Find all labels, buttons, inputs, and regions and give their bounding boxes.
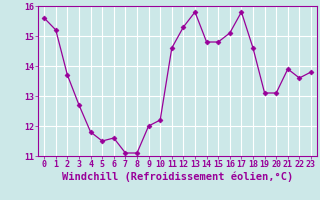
X-axis label: Windchill (Refroidissement éolien,°C): Windchill (Refroidissement éolien,°C) <box>62 172 293 182</box>
